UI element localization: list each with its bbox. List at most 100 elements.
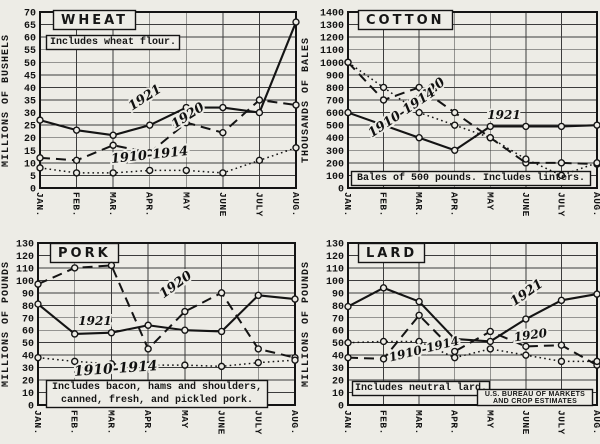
- series-line-1910-1914: [347, 61, 598, 177]
- series-lines: [347, 286, 598, 366]
- series-label-1910-1914: 1910-1914: [388, 334, 461, 365]
- series-lines: [37, 264, 296, 368]
- lard-title: LARD: [358, 243, 426, 263]
- svg-text:30: 30: [22, 364, 34, 375]
- svg-text:120: 120: [16, 252, 34, 263]
- svg-text:45: 45: [24, 71, 36, 82]
- svg-text:35: 35: [24, 97, 36, 108]
- series-label-1910-1914: 1910-1914: [73, 358, 158, 380]
- svg-text:MAR.: MAR.: [107, 192, 118, 217]
- svg-text:400: 400: [326, 134, 344, 145]
- svg-text:20: 20: [24, 134, 36, 145]
- series-label-1920: 1920: [513, 326, 549, 345]
- svg-text:AUG.: AUG.: [591, 192, 600, 217]
- svg-text:200: 200: [326, 159, 344, 170]
- svg-text:50: 50: [332, 339, 344, 350]
- series-label-1921: 1921: [126, 82, 165, 114]
- grid: [347, 11, 598, 189]
- svg-text:0: 0: [28, 402, 34, 413]
- svg-text:130: 130: [16, 240, 34, 251]
- svg-text:80: 80: [22, 302, 34, 313]
- svg-text:800: 800: [326, 84, 344, 95]
- label-box-outlines: [45, 9, 181, 51]
- svg-text:50: 50: [24, 59, 36, 70]
- svg-text:70: 70: [22, 314, 34, 325]
- svg-text:30: 30: [332, 364, 344, 375]
- svg-text:JAN.: JAN.: [342, 192, 353, 217]
- svg-text:100: 100: [326, 277, 344, 288]
- svg-text:100: 100: [326, 172, 344, 183]
- wheat-note: Includes wheat flour.: [49, 37, 177, 48]
- data-point-markers: [344, 58, 600, 180]
- svg-text:FEB.: FEB.: [69, 410, 80, 435]
- svg-text:MAR.: MAR.: [413, 192, 424, 217]
- svg-text:300: 300: [326, 147, 344, 158]
- svg-text:50: 50: [22, 339, 34, 350]
- series-name-labels: 1921 1920 1910-1914: [71, 266, 197, 381]
- svg-text:AUG.: AUG.: [289, 410, 300, 435]
- svg-text:FEB.: FEB.: [378, 410, 389, 435]
- x-axis-month-labels: JAN. FEB. MAR. APR. MAY JUNE JULY AUG.: [32, 410, 300, 435]
- source-credit-line2: AND CROP ESTIMATES: [492, 398, 578, 405]
- svg-text:0: 0: [30, 185, 36, 196]
- svg-text:MAY: MAY: [179, 410, 190, 429]
- svg-text:MAY: MAY: [180, 192, 191, 211]
- svg-text:65: 65: [24, 21, 36, 32]
- series-label-1921: 1921: [487, 108, 520, 122]
- wheat-y-axis-title: MILLIONS OF BUSHELS: [1, 33, 12, 167]
- series-line-1920: [347, 61, 598, 166]
- svg-text:70: 70: [332, 314, 344, 325]
- series-lines: [39, 21, 297, 174]
- svg-text:JUNE: JUNE: [520, 192, 531, 217]
- series-line-1920: [347, 314, 598, 366]
- svg-text:APR.: APR.: [449, 192, 460, 217]
- svg-text:MAY: MAY: [484, 410, 495, 429]
- source-credit-line1: U.S. BUREAU OF MARKETS: [484, 391, 586, 398]
- lard-chart: 0 10 20 30 40 50 60 70 80 90 100 110 120 130 JAN. FEB. M…: [300, 222, 600, 444]
- source-credit: U.S. BUREAU OF MARKETS AND CROP ESTIMATE…: [477, 389, 593, 406]
- series-label-1920: 1920: [157, 268, 195, 301]
- svg-text:10: 10: [332, 389, 344, 400]
- svg-text:0: 0: [338, 185, 344, 196]
- svg-text:MAR.: MAR.: [413, 410, 424, 435]
- svg-text:70: 70: [24, 9, 36, 20]
- svg-text:60: 60: [22, 327, 34, 338]
- svg-text:90: 90: [22, 289, 34, 300]
- cotton-chart: 0 100 200 300 400 500 600 700 800 900 1000 1100 1200…: [300, 0, 600, 222]
- lard-y-axis-title: MILLIONS OF POUNDS: [301, 260, 312, 388]
- svg-text:25: 25: [24, 122, 36, 133]
- x-axis-month-labels: JAN. FEB. MAR. APR. MAY JUNE JULY AUG.: [342, 192, 600, 217]
- svg-text:1100: 1100: [320, 46, 344, 57]
- svg-text:900: 900: [326, 71, 344, 82]
- svg-text:110: 110: [16, 264, 34, 275]
- x-axis-month-labels: JAN. FEB. MAR. APR. MAY JUNE JULY AUG.: [34, 192, 301, 217]
- svg-text:40: 40: [332, 352, 344, 363]
- svg-text:60: 60: [24, 34, 36, 45]
- svg-text:40: 40: [24, 84, 36, 95]
- pork-chart: 0 10 20 30 40 50 60 70 80 90 100 110 120 130 JAN. FEB. M…: [0, 222, 300, 444]
- svg-text:JULY: JULY: [555, 410, 566, 435]
- series-line-1921: [347, 286, 598, 343]
- svg-text:AUG.: AUG.: [290, 192, 301, 217]
- label-box-outlines: [351, 242, 594, 407]
- svg-text:40: 40: [22, 352, 34, 363]
- svg-text:APR.: APR.: [142, 410, 153, 435]
- x-axis-month-labels: JAN. FEB. MAR. APR. MAY JUNE JULY AUG.: [342, 410, 600, 435]
- series-lines: [347, 61, 598, 177]
- svg-text:JAN.: JAN.: [34, 192, 45, 217]
- svg-text:80: 80: [332, 302, 344, 313]
- wheat-chart: 0 5 10 15 20 25 30 35 40 45 50 55 60 65 70 JAN. FEB. MAR.…: [0, 0, 301, 222]
- wheat-title: WHEAT: [53, 10, 137, 30]
- svg-text:JULY: JULY: [252, 410, 263, 435]
- svg-text:JAN.: JAN.: [32, 410, 43, 435]
- svg-text:60: 60: [332, 327, 344, 338]
- svg-text:FEB.: FEB.: [378, 192, 389, 217]
- svg-text:1000: 1000: [320, 59, 344, 70]
- data-point-markers: [36, 18, 300, 177]
